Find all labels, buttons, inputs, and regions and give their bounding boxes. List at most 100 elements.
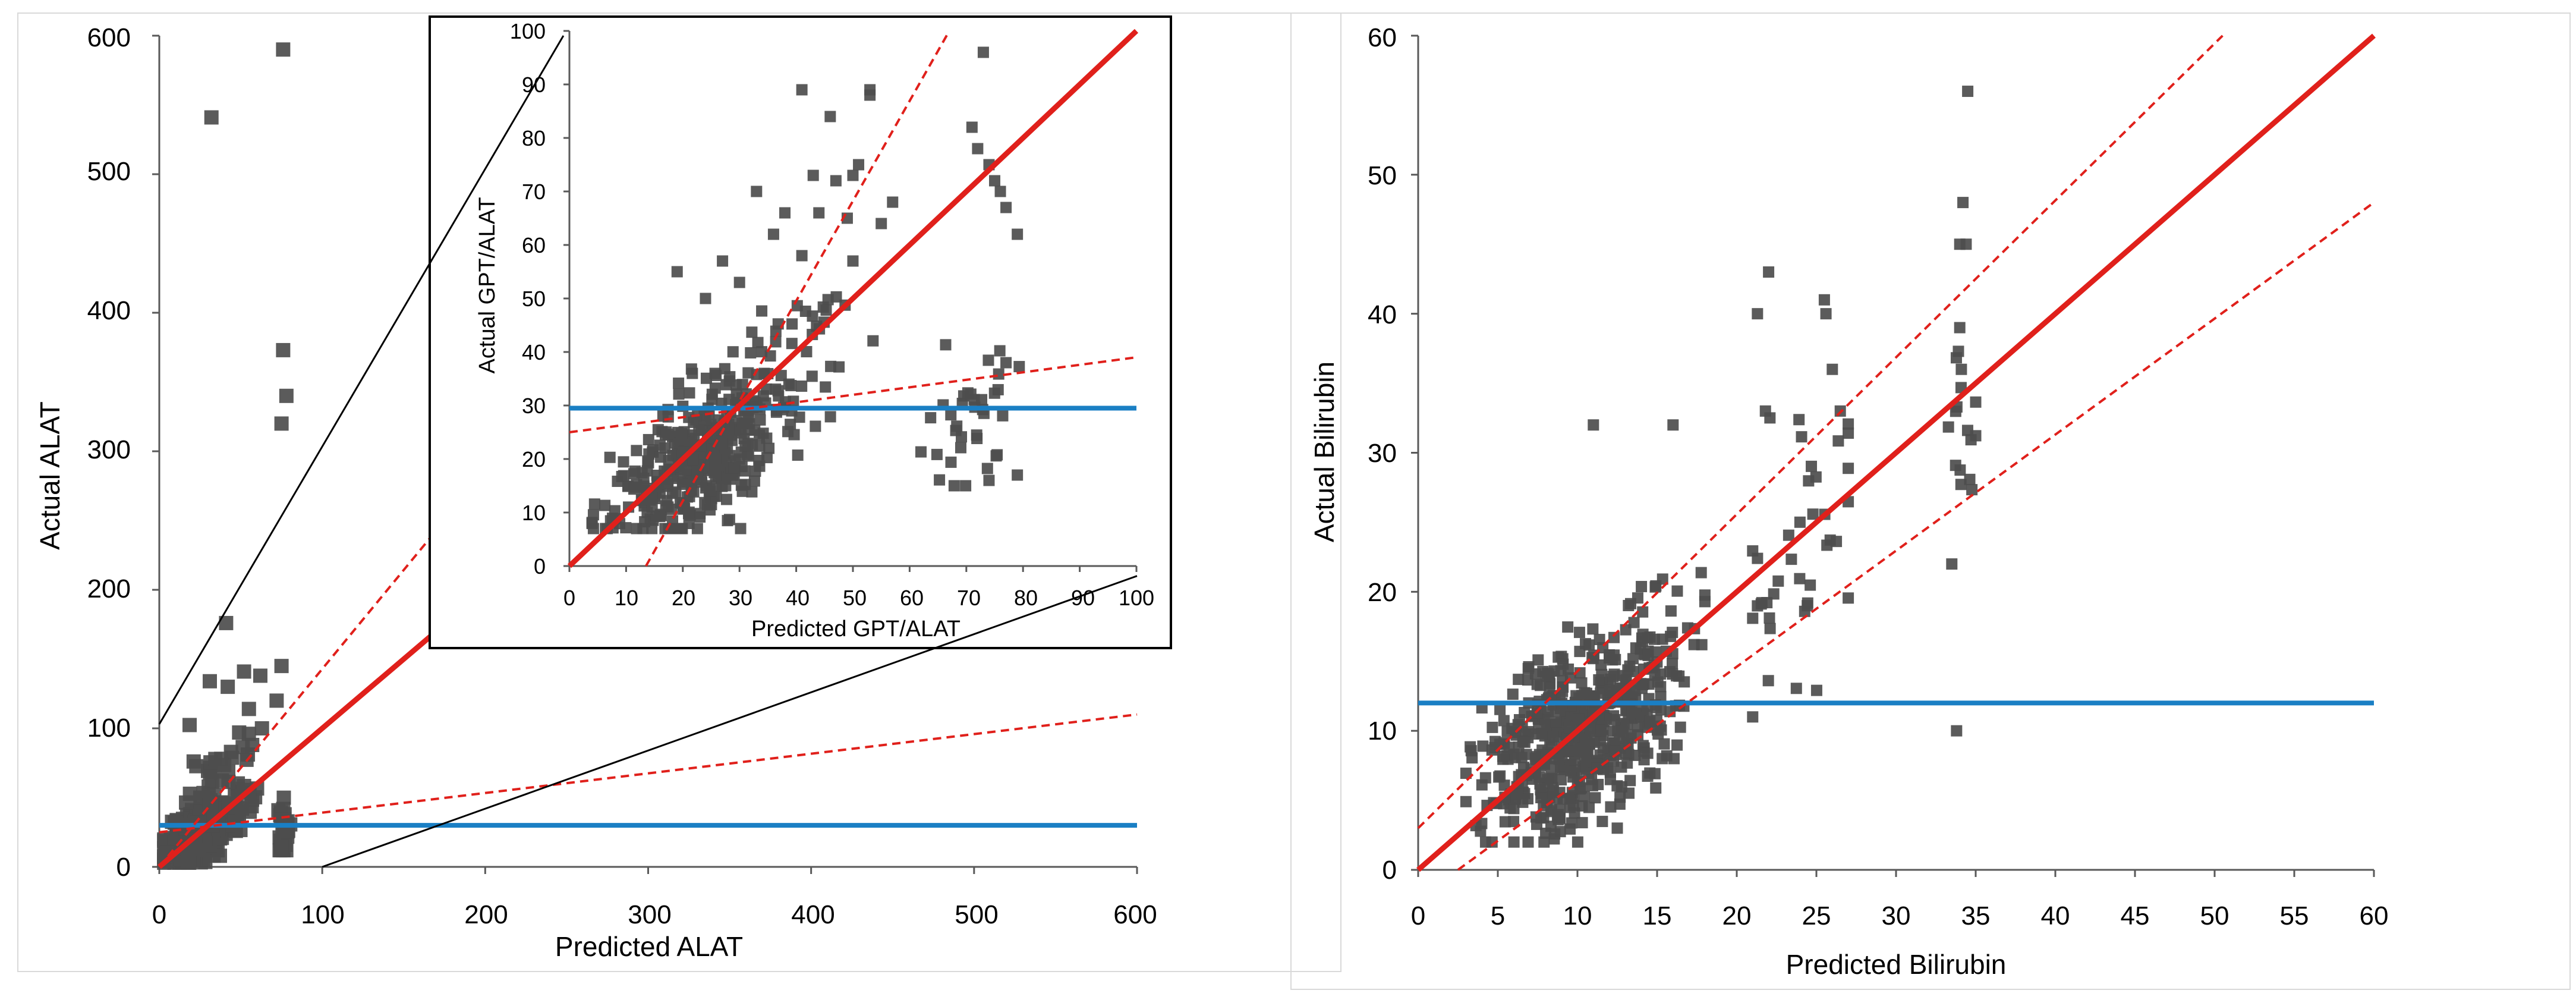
bilirubin-data-point [1507,689,1519,700]
bilirubin-points [1460,86,1982,848]
bilirubin-data-point [1604,649,1615,661]
bilirubin-data-point [1565,765,1577,776]
inset-data-point [965,388,977,400]
bilirubin-data-point [1593,674,1605,686]
inset-data-point [950,425,962,436]
inset-y-tick: 10 [522,501,546,525]
bilirubin-data-point [1652,728,1664,740]
inset-data-point [1012,228,1024,240]
bilirubin-x-tick: 50 [2200,901,2229,930]
inset-data-point [726,435,738,447]
bilirubin-data-point [1508,836,1520,848]
inset-data-point [700,293,711,304]
inset-scatter-chart: 0 10 20 30 40 50 60 70 80 90 100 0 10 20… [475,19,1154,642]
inset-data-point [735,427,747,439]
bilirubin-data-point [1805,579,1816,591]
bilirubin-x-tick: 20 [1722,901,1752,930]
inset-data-point [745,347,757,359]
inset-data-point [824,411,836,423]
alat-y-tick: 0 [116,853,131,882]
inset-data-point [646,501,658,513]
alat-x-tick: 600 [1113,900,1157,929]
bilirubin-data-point [1597,742,1609,754]
inset-data-point [706,388,718,400]
inset-data-point [994,345,1006,357]
inset-data-point [660,500,672,512]
bilirubin-x-axis-label: Predicted Bilirubin [1786,949,2007,980]
bilirubin-data-point [1533,771,1545,783]
inset-data-point [728,462,740,474]
bilirubin-data-point [1494,703,1506,715]
bilirubin-data-point [1759,405,1771,417]
inset-data-point [972,143,984,155]
bilirubin-y-tick: 0 [1383,856,1397,885]
inset-data-point [694,508,706,520]
bilirubin-data-point [1671,585,1683,597]
bilirubin-data-point [1564,793,1576,804]
inset-x-tick: 10 [615,586,638,610]
inset-data-point [599,499,611,511]
alat-data-point [276,342,291,357]
inset-data-point [735,523,747,535]
inset-data-point [588,498,600,510]
bilirubin-data-point [1486,836,1498,848]
alat-x-tick: 100 [301,900,344,929]
inset-data-point [820,381,832,393]
inset-data-point [676,427,688,439]
inset-data-point [887,196,899,208]
inset-data-point [684,387,695,399]
inset-data-point [801,345,813,357]
bilirubin-data-point [1961,425,1973,436]
bilirubin-data-point [1764,623,1776,634]
bilirubin-data-point [1951,725,1963,737]
bilirubin-data-point [1605,801,1617,813]
inset-data-point [717,255,729,267]
bilirubin-data-point [1955,479,1967,491]
bilirubin-data-point [1460,768,1472,779]
bilirubin-x-tick: 55 [2280,901,2309,930]
inset-data-point [710,369,722,381]
inset-data-point [622,480,634,492]
inset-data-point [723,514,735,526]
inset-data-point [744,418,755,430]
inset-data-point [876,218,887,230]
inset-data-point [750,466,761,477]
bilirubin-data-point [1624,660,1636,672]
inset-data-point [761,452,773,464]
inset-data-point [931,448,943,460]
bilirubin-data-point [1772,575,1784,587]
inset-data-point [810,420,821,432]
inset-data-point [994,186,1006,197]
inset-data-point [654,511,666,523]
bilirubin-data-point [1531,678,1543,690]
bilirubin-x-tick-labels: 0 5 10 15 20 25 30 35 40 45 50 55 60 [1411,901,2389,930]
inset-data-point [612,476,623,488]
inset-x-axis-label: Predicted GPT/ALAT [751,617,961,642]
bilirubin-data-point [1596,816,1608,828]
inset-data-point [853,159,865,171]
bilirubin-data-point [1573,713,1585,725]
inset-data-point [791,300,803,312]
bilirubin-data-point [1620,747,1632,759]
inset-data-point [662,478,673,490]
alat-data-point [214,752,229,766]
bilirubin-x-tick: 35 [1961,901,1991,930]
bilirubin-data-point [1544,681,1555,693]
bilirubin-data-point [1642,649,1654,661]
bilirubin-data-point [1752,308,1763,320]
inset-y-axis-label: Actual GPT/ALAT [475,197,500,373]
bilirubin-ci-lower-line [1457,201,2375,871]
inset-data-point [669,437,681,449]
inset-x-tick: 80 [1014,586,1038,610]
alat-y-tick: 600 [87,23,131,52]
bilirubin-data-point [1843,427,1854,439]
bilirubin-data-point [1563,745,1574,757]
bilirubin-y-tick: 50 [1368,161,1397,190]
bilirubin-data-point [1843,592,1854,604]
inset-data-point [748,475,760,487]
bilirubin-data-point [1538,836,1550,848]
inset-data-point [925,412,937,424]
bilirubin-data-point [1589,792,1601,804]
inset-data-point [782,426,794,438]
inset-data-point [730,388,742,400]
